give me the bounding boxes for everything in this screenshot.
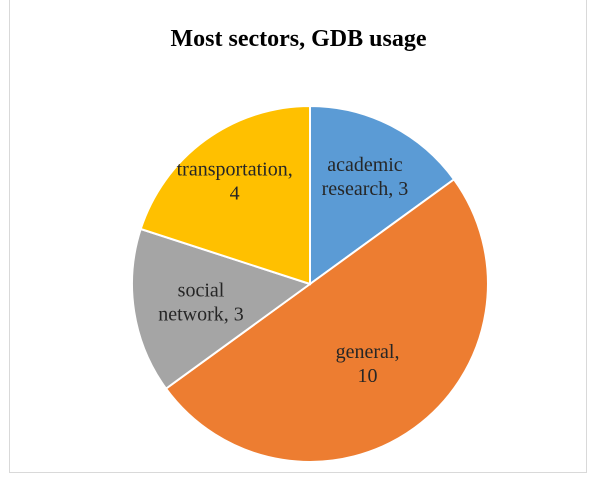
chart-title: Most sectors, GDB usage <box>170 26 427 52</box>
pie-data-labels: academic research, 3 general, 10 social netwo… <box>158 154 408 387</box>
pie-slice-transportation <box>139 104 311 286</box>
data-label-transportation: transportation, 4 <box>177 158 293 204</box>
pie-slice-general <box>164 177 489 463</box>
data-label-social-network: social network, 3 <box>158 279 244 325</box>
pie-slices <box>131 104 489 463</box>
data-label-general: general, 10 <box>336 341 400 387</box>
pie-slice-academic-research <box>309 104 456 286</box>
data-label-academic-research: academic research, 3 <box>322 154 409 200</box>
pie-slice-social-network <box>131 227 313 391</box>
